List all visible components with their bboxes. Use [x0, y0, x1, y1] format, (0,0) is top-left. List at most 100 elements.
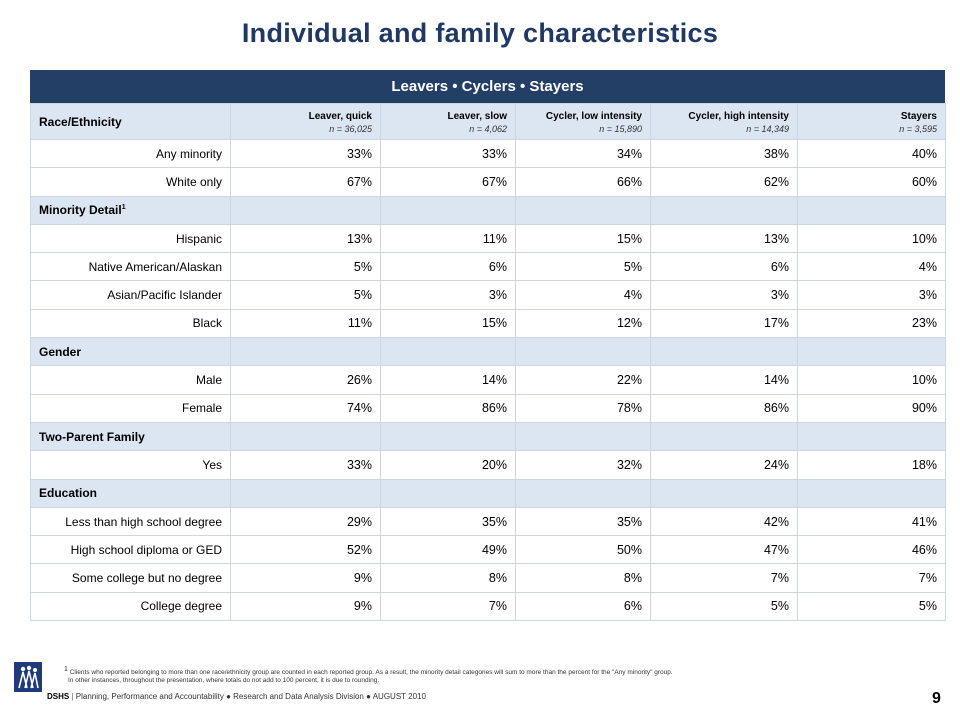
value-cell: 67% — [380, 167, 516, 197]
value-cell: 42% — [650, 506, 798, 537]
footer-org: DSHS — [47, 692, 70, 701]
value-cell: 7% — [797, 563, 946, 593]
value-cell: 5% — [515, 252, 651, 282]
row-label: Any minority — [30, 138, 231, 169]
page-title: Individual and family characteristics — [241, 18, 719, 48]
value-cell: 23% — [797, 308, 946, 339]
table-row: College degree 9% 7% 6% 5% 5% — [30, 591, 946, 622]
column-header-row: Race/Ethnicity Leaver, quick n = 36,025 Le… — [30, 103, 946, 140]
table-row: White only 67% 67% 66% 62% 60% — [30, 167, 946, 197]
empty-cell — [650, 195, 798, 225]
section-row: Education — [30, 478, 946, 508]
section-label-text: Gender — [39, 344, 82, 359]
table-row: Male 26% 14% 22% 14% 10% — [30, 365, 946, 395]
row-label: White only — [30, 167, 231, 197]
value-cell: 14% — [650, 365, 798, 395]
footnote: 1 Clients who reported belonging to more… — [64, 666, 944, 685]
value-cell: 4% — [797, 252, 946, 282]
empty-cell — [230, 337, 381, 367]
value-cell: 17% — [650, 308, 798, 339]
section-label-text: Education — [39, 486, 98, 501]
value-cell: 66% — [515, 167, 651, 197]
table-row: Hispanic 13% 11% 15% 13% 10% — [30, 223, 946, 254]
empty-cell — [380, 421, 516, 452]
row-label: Male — [30, 365, 231, 395]
table-row: Female 74% 86% 78% 86% 90% — [30, 393, 946, 423]
column-header-n: n = 14,349 — [746, 123, 789, 134]
value-cell: 33% — [380, 138, 516, 169]
value-cell: 50% — [515, 535, 651, 565]
value-cell: 20% — [380, 450, 516, 480]
section-row: Minority Detail1 — [30, 195, 946, 225]
value-cell: 90% — [797, 393, 946, 423]
value-cell: 35% — [515, 506, 651, 537]
value-cell: 14% — [380, 365, 516, 395]
characteristics-table: Race/Ethnicity Leaver, quick n = 36,025 Le… — [30, 103, 946, 622]
column-header-n: n = 3,595 — [899, 123, 937, 134]
value-cell: 60% — [797, 167, 946, 197]
value-cell: 33% — [230, 450, 381, 480]
column-header-label: Stayers — [900, 110, 937, 122]
column-header: Leaver, slow n = 4,062 — [380, 103, 516, 140]
empty-cell — [230, 421, 381, 452]
table-row: Native American/Alaskan 5% 6% 5% 6% 4% — [30, 252, 946, 282]
empty-cell — [230, 195, 381, 225]
footnote-marker: 1 — [64, 666, 68, 673]
value-cell: 38% — [650, 138, 798, 169]
column-header: Leaver, quick n = 36,025 — [230, 103, 381, 140]
column-header-n: n = 36,025 — [329, 123, 372, 134]
row-label: High school diploma or GED — [30, 535, 231, 565]
row-label: Some college but no degree — [30, 563, 231, 593]
column-header: Cycler, low intensity n = 15,890 — [515, 103, 651, 140]
value-cell: 10% — [797, 365, 946, 395]
page-number: 9 — [932, 690, 941, 707]
table-row: Any minority 33% 33% 34% 38% 40% — [30, 138, 946, 169]
column-header-label: Leaver, quick — [308, 110, 372, 122]
empty-cell — [515, 195, 651, 225]
value-cell: 7% — [650, 563, 798, 593]
value-cell: 6% — [380, 252, 516, 282]
value-cell: 11% — [230, 308, 381, 339]
empty-cell — [230, 478, 381, 508]
value-cell: 13% — [230, 223, 381, 254]
value-cell: 3% — [797, 280, 946, 310]
empty-cell — [650, 421, 798, 452]
value-cell: 15% — [515, 223, 651, 254]
row-label: Female — [30, 393, 231, 423]
value-cell: 86% — [380, 393, 516, 423]
value-cell: 26% — [230, 365, 381, 395]
column-header-label: Leaver, slow — [447, 110, 507, 122]
value-cell: 41% — [797, 506, 946, 537]
dshs-logo-icon — [14, 662, 42, 692]
section-row: Gender — [30, 337, 946, 367]
value-cell: 74% — [230, 393, 381, 423]
empty-cell — [650, 478, 798, 508]
table-body: Race/Ethnicity Leaver, quick n = 36,025 Le… — [30, 103, 946, 622]
section-label: Education — [30, 478, 231, 508]
value-cell: 34% — [515, 138, 651, 169]
value-cell: 18% — [797, 450, 946, 480]
empty-cell — [380, 337, 516, 367]
value-cell: 4% — [515, 280, 651, 310]
value-cell: 22% — [515, 365, 651, 395]
empty-cell — [515, 421, 651, 452]
value-cell: 5% — [650, 591, 798, 622]
value-cell: 46% — [797, 535, 946, 565]
empty-cell — [380, 478, 516, 508]
table-row: Asian/Pacific Islander 5% 3% 4% 3% 3% — [30, 280, 946, 310]
table-row: Yes 33% 20% 32% 24% 18% — [30, 450, 946, 480]
footer: DSHS | Planning, Performance and Account… — [47, 692, 426, 701]
value-cell: 11% — [380, 223, 516, 254]
empty-cell — [515, 478, 651, 508]
value-cell: 9% — [230, 563, 381, 593]
section-row: Two-Parent Family — [30, 421, 946, 452]
value-cell: 10% — [797, 223, 946, 254]
value-cell: 40% — [797, 138, 946, 169]
value-cell: 5% — [230, 252, 381, 282]
table-banner: Leavers • Cyclers • Stayers — [30, 70, 945, 103]
value-cell: 3% — [650, 280, 798, 310]
value-cell: 9% — [230, 591, 381, 622]
value-cell: 5% — [797, 591, 946, 622]
empty-cell — [515, 337, 651, 367]
value-cell: 8% — [380, 563, 516, 593]
